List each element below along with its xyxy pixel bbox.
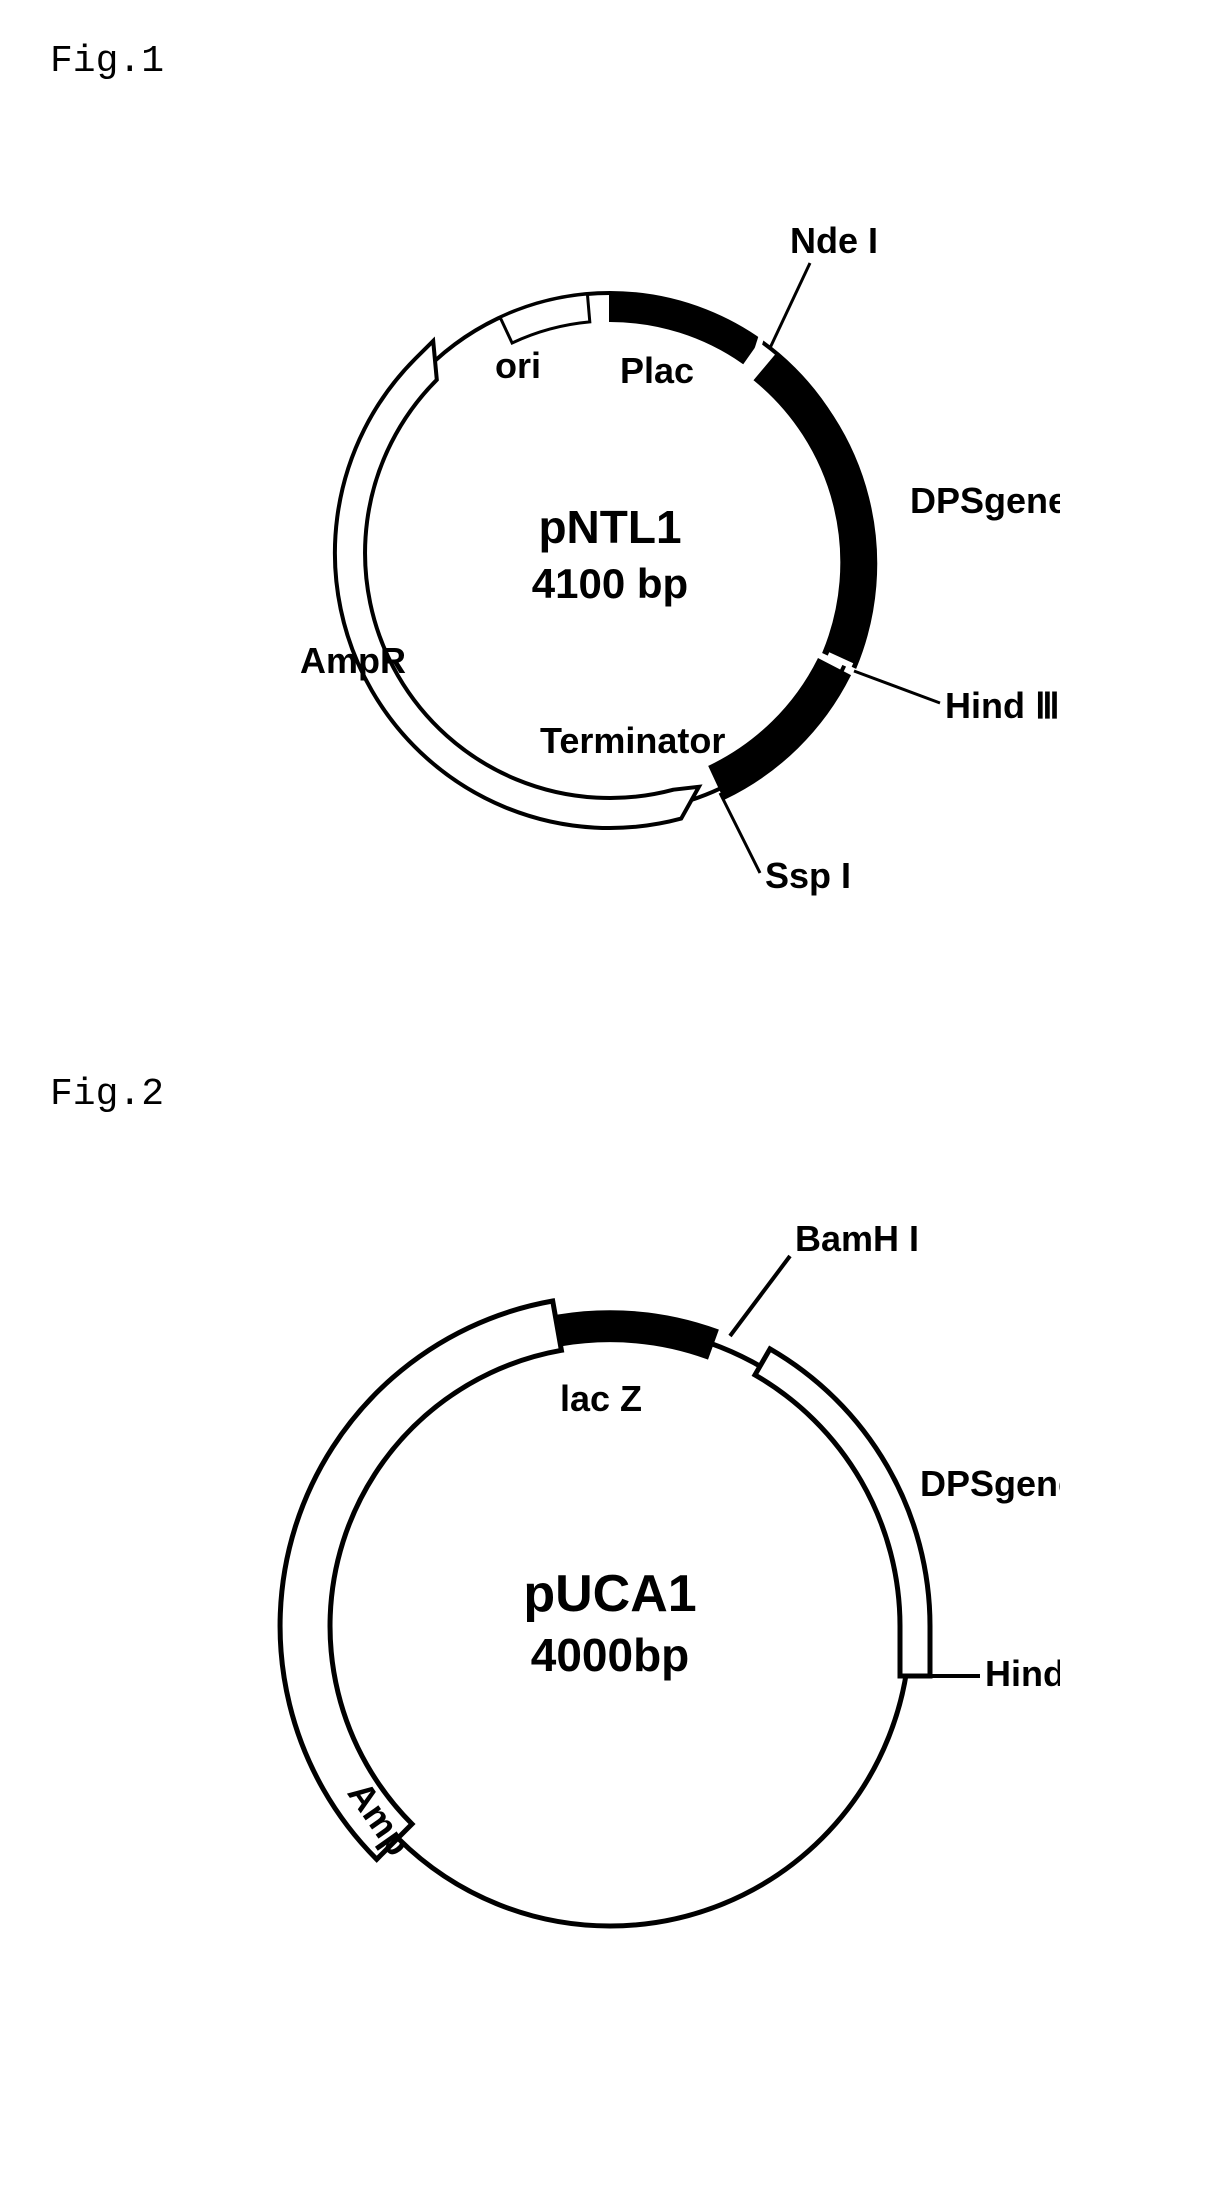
fig2-label: Fig.2 [50, 1073, 1179, 1116]
fig1-plasmid: pNTL1 4100 bp Nde I Plac ori DPSgene Amp… [160, 93, 1060, 993]
fig1-name: pNTL1 [538, 501, 681, 553]
fig2-plasmid: pUCA1 4000bp BamH I lac Z DPSgene Hind Ⅲ… [160, 1126, 1060, 2076]
fig1-ssp-label: Ssp I [765, 855, 851, 896]
fig1-hind-label: Hind Ⅲ [945, 685, 1060, 726]
fig1-ori-label: ori [495, 345, 541, 386]
fig1-ori-arc [500, 294, 590, 343]
fig1-nde-leader [770, 263, 810, 348]
fig2-lacz-label: lac Z [560, 1378, 642, 1419]
fig1-hind-leader [854, 671, 940, 703]
fig1-nde-label: Nde I [790, 220, 878, 261]
fig1-size: 4100 bp [531, 560, 687, 607]
fig1-dpsgene-arc [754, 354, 875, 668]
fig1-ssp-leader [720, 793, 760, 873]
fig2-amp-arc [280, 1301, 561, 1859]
fig2-dps-label: DPSgene [920, 1463, 1060, 1504]
fig1-dps-label: DPSgene [910, 480, 1060, 521]
fig2-hind-label: Hind Ⅲ [985, 1653, 1060, 1694]
fig2-dps-arc [755, 1349, 930, 1676]
fig1-terminator-arc [709, 659, 849, 798]
fig1-label: Fig.1 [50, 40, 1179, 83]
fig1-plac-label: Plac [620, 350, 694, 391]
fig2-size: 4000bp [530, 1629, 689, 1681]
fig1-ampr-label: AmpR [300, 640, 406, 681]
fig2-name: pUCA1 [523, 1565, 696, 1623]
fig2-bamh-label: BamH I [795, 1218, 919, 1259]
fig1-term-label: Terminator [540, 720, 725, 761]
fig2-bamh-leader [730, 1256, 790, 1336]
